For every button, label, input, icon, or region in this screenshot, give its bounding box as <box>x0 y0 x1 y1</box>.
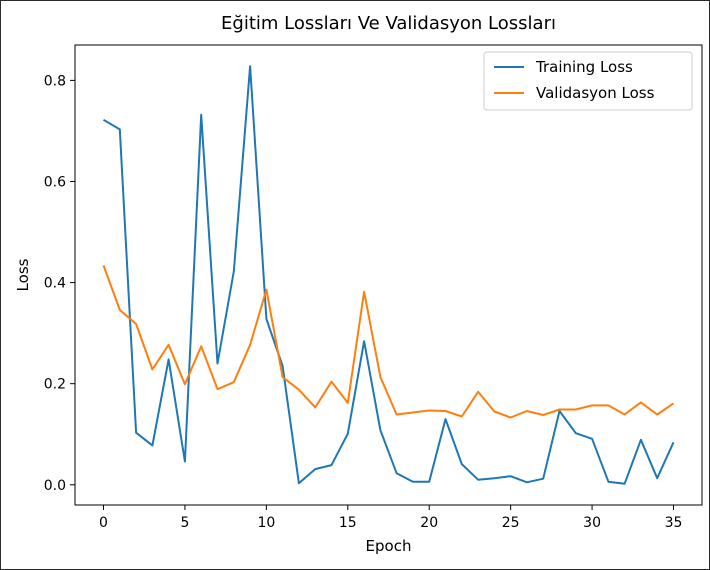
series-line-1 <box>102 65 675 485</box>
x-axis: 0 5 10 15 20 25 30 35 <box>99 505 682 531</box>
x-tick-label: 0 <box>99 515 108 531</box>
x-axis-label: Epoch <box>366 537 412 555</box>
y-tick-label: 0.0 <box>44 478 66 494</box>
legend-label-1: Training Loss <box>535 58 633 76</box>
y-tick-label: 0.2 <box>44 377 66 393</box>
x-tick-label: 5 <box>180 515 189 531</box>
series-line-2 <box>102 265 675 419</box>
y-tick-label: 0.6 <box>44 174 66 190</box>
y-axis: 0.0 0.2 0.4 0.6 0.8 <box>44 73 75 494</box>
legend-label-2: Validasyon Loss <box>536 84 655 102</box>
x-tick-label: 15 <box>339 515 357 531</box>
series-layer <box>102 65 675 485</box>
y-axis-label: Loss <box>14 258 32 291</box>
x-tick-label: 35 <box>665 515 683 531</box>
legend: Training Loss Validasyon Loss <box>483 51 693 111</box>
x-tick-label: 25 <box>502 515 520 531</box>
chart-title: Eğitim Lossları Ve Validasyon Lossları <box>221 13 556 34</box>
plot-area <box>74 44 703 506</box>
legend-box <box>483 51 693 111</box>
x-tick-label: 20 <box>420 515 438 531</box>
y-tick-label: 0.4 <box>44 276 66 292</box>
x-tick-label: 10 <box>257 515 275 531</box>
y-tick-label: 0.8 <box>44 73 66 89</box>
x-tick-label: 30 <box>583 515 601 531</box>
